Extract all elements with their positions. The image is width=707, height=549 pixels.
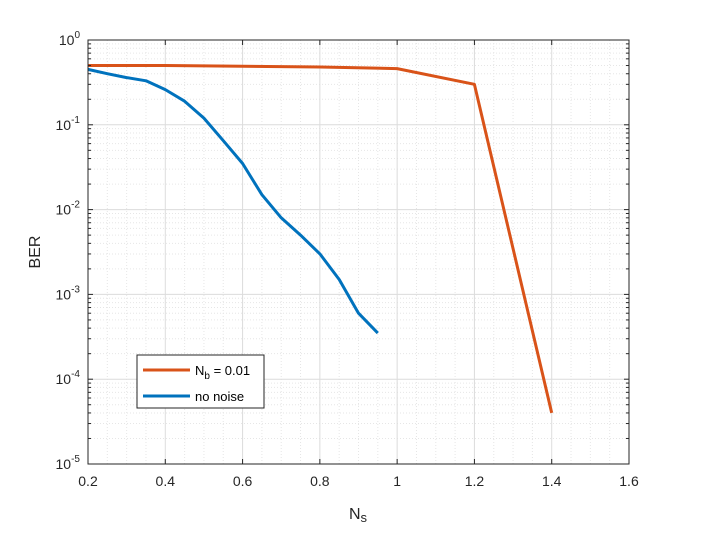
y-tick-label-exponent: -5: [71, 454, 80, 465]
x-axis-label-main: N: [349, 506, 361, 523]
legend-label-no-noise: no noise: [195, 389, 244, 404]
y-tick-label-base: 10: [56, 371, 72, 387]
legend-box: [136, 354, 265, 409]
tick-marks: [87, 39, 630, 465]
legend-label-nb-main: N: [195, 363, 204, 378]
series-line-nb: [88, 64, 554, 414]
x-tick-label: 0.6: [233, 473, 253, 489]
y-tick-label-exponent: -3: [71, 284, 80, 295]
y-tick-label-exponent: -2: [71, 200, 80, 211]
x-tick-label: 0.4: [156, 473, 176, 489]
x-axis-label: Ns: [349, 506, 368, 525]
x-tick-label: 1: [393, 473, 401, 489]
series-layer: [87, 64, 554, 414]
y-tick-label: 10-4: [56, 369, 81, 387]
x-tick-label: 1.4: [542, 473, 562, 489]
legend-label-nb: Nb = 0.01: [195, 363, 250, 382]
y-tick-label-exponent: 0: [74, 30, 80, 41]
plot-frame: [87, 39, 630, 465]
series-line-no-noise: [87, 67, 379, 335]
y-tick-label: 10-3: [56, 284, 81, 302]
x-axis-label-sub: s: [361, 510, 368, 525]
y-axis-label: BER: [27, 236, 44, 269]
y-tick-label: 10-2: [56, 200, 81, 218]
y-tick-label-exponent: -1: [71, 115, 80, 126]
x-tick-label: 1.2: [465, 473, 485, 489]
legend-label-nb-sub: b: [204, 371, 210, 382]
y-tick-label: 10-1: [56, 115, 81, 133]
x-tick-label: 1.6: [619, 473, 639, 489]
legend: Nb = 0.01 no noise: [136, 354, 265, 409]
y-tick-label-base: 10: [56, 202, 72, 218]
x-tick-label: 0.8: [310, 473, 330, 489]
x-tick-labels: 0.2 0.4 0.6 0.8 1 1.2 1.4 1.6: [78, 473, 639, 489]
y-tick-label-base: 10: [56, 286, 72, 302]
y-tick-label-exponent: -4: [71, 369, 80, 380]
legend-label-nb-rest: = 0.01: [210, 363, 250, 378]
x-tick-label: 0.2: [78, 473, 98, 489]
y-tick-label: 10-5: [56, 454, 81, 472]
y-tick-label-base: 10: [56, 117, 72, 133]
y-tick-label: 100: [59, 30, 81, 48]
y-tick-label-base: 10: [56, 456, 72, 472]
y-tick-label-base: 10: [59, 32, 75, 48]
